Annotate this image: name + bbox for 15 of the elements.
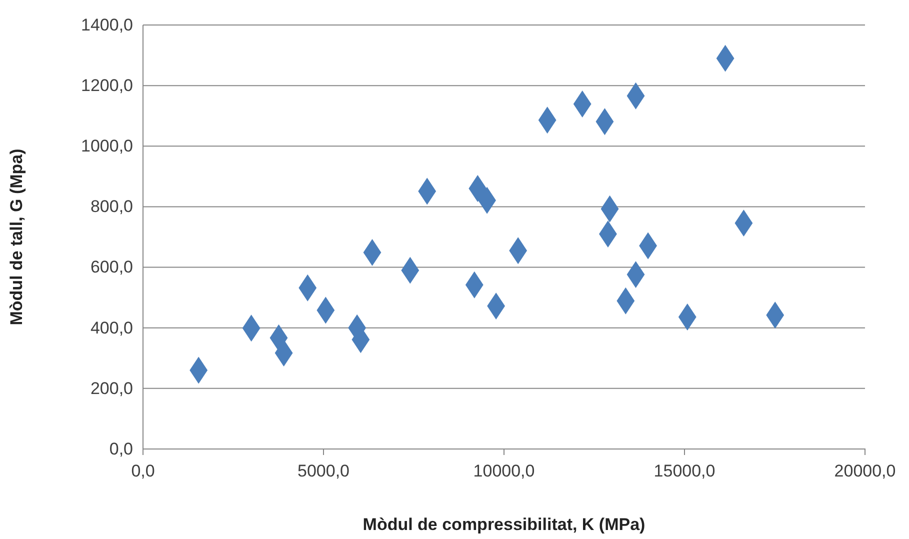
x-tick-label: 5000,0 <box>298 462 350 481</box>
y-tick-label: 1000,0 <box>81 136 133 156</box>
x-tick-label: 20000,0 <box>834 462 896 481</box>
y-tick-label: 1400,0 <box>81 15 133 34</box>
y-tick-label: 200,0 <box>90 378 133 398</box>
x-axis-title: Mòdul de compressibilitat, K (MPa) <box>362 515 646 534</box>
y-tick-label: 600,0 <box>90 258 133 277</box>
y-tick-label: 0,0 <box>109 439 133 458</box>
y-tick-label: 800,0 <box>90 197 133 216</box>
x-tick-label: 10000,0 <box>473 462 535 481</box>
y-tick-label: 1200,0 <box>81 76 133 96</box>
x-tick-label: 15000,0 <box>654 462 716 481</box>
y-tick-label: 400,0 <box>90 318 133 338</box>
y-axis-title: Mòdul de tall, G (Mpa) <box>7 148 26 326</box>
x-tick-label: 0,0 <box>131 462 155 481</box>
